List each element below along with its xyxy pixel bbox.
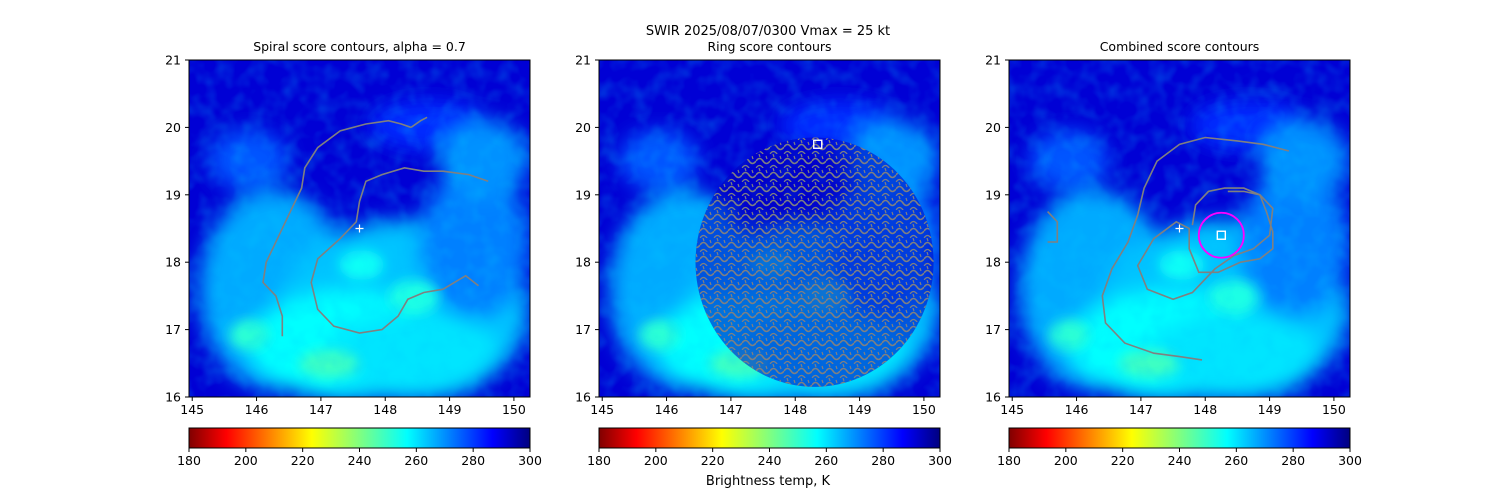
colorbar-tick-label: 240 xyxy=(348,453,372,468)
colorbar-label: Brightness temp, K xyxy=(706,474,831,489)
x-tick-label: 149 xyxy=(848,402,872,417)
contours xyxy=(1047,136,1290,361)
colorbar-tick-label: 280 xyxy=(1281,453,1305,468)
x-tick-label: 147 xyxy=(719,402,743,417)
contour-line xyxy=(410,116,428,129)
panel-2: Ring score contours 145 146 147 148 149 150 16 1… xyxy=(575,39,952,468)
contour-line xyxy=(1101,136,1290,361)
colorbar-tick-label: 300 xyxy=(928,453,952,468)
y-tick-label: 21 xyxy=(165,53,181,68)
colorbar-tick-label: 240 xyxy=(1168,453,1192,468)
figure-title-line1: SWIR 2025/08/07/0300 Vmax = 25 kt xyxy=(646,24,890,39)
y-tick-label: 18 xyxy=(165,255,181,270)
y-tick-label: 20 xyxy=(165,120,181,135)
x-tick-label: 148 xyxy=(373,402,397,417)
center-circle xyxy=(1197,211,1245,259)
panel-title: Combined score contours xyxy=(1100,39,1260,54)
panel-title: Spiral score contours, alpha = 0.7 xyxy=(253,39,466,54)
x-tick-label: 149 xyxy=(438,402,462,417)
colorbar-tick-label: 300 xyxy=(518,453,542,468)
y-tick-label: 17 xyxy=(165,322,181,337)
x-tick-label: 150 xyxy=(1322,402,1346,417)
colorbar-tick-label: 180 xyxy=(997,453,1021,468)
colorbar-tick-label: 220 xyxy=(701,453,725,468)
contour-line xyxy=(262,119,412,337)
x-tick-label: 147 xyxy=(309,402,333,417)
colorbar-tick-label: 260 xyxy=(404,453,428,468)
x-tick-label: 149 xyxy=(1258,402,1282,417)
square-marker xyxy=(813,139,823,149)
colorbar xyxy=(598,427,941,449)
x-tick-label: 145 xyxy=(590,402,614,417)
y-tick-label: 17 xyxy=(985,322,1001,337)
colorbar-tick-label: 220 xyxy=(1111,453,1135,468)
plus-marker xyxy=(355,224,364,233)
plus-marker xyxy=(1175,224,1184,233)
axes-frame xyxy=(598,59,941,398)
colorbar-tick-label: 180 xyxy=(587,453,611,468)
x-tick-label: 146 xyxy=(1065,402,1089,417)
colorbar-tick-label: 200 xyxy=(644,453,668,468)
colorbar xyxy=(1008,427,1351,449)
y-tick-label: 19 xyxy=(985,187,1001,202)
colorbar xyxy=(188,427,531,449)
y-tick-label: 21 xyxy=(985,53,1001,68)
y-tick-label: 18 xyxy=(575,255,591,270)
x-tick-label: 150 xyxy=(502,402,526,417)
colorbar-tick-label: 260 xyxy=(1224,453,1248,468)
colorbar-tick-label: 200 xyxy=(1054,453,1078,468)
y-tick-label: 18 xyxy=(985,255,1001,270)
x-tick-label: 150 xyxy=(912,402,936,417)
square-marker xyxy=(1216,230,1227,240)
y-tick-label: 20 xyxy=(575,120,591,135)
axes-frame xyxy=(1008,59,1351,398)
y-tick-label: 17 xyxy=(575,322,591,337)
colorbar-tick-label: 280 xyxy=(871,453,895,468)
y-tick-label: 16 xyxy=(575,390,591,405)
colorbar-tick-label: 260 xyxy=(814,453,838,468)
colorbar-tick-label: 180 xyxy=(177,453,201,468)
contour-line xyxy=(310,166,489,334)
contour-line xyxy=(1047,211,1059,243)
colorbar-tick-label: 220 xyxy=(291,453,315,468)
ring-score-contours xyxy=(695,137,934,387)
y-tick-label: 16 xyxy=(165,390,181,405)
x-tick-label: 146 xyxy=(655,402,679,417)
contours xyxy=(262,116,489,337)
axes-frame xyxy=(188,59,531,398)
colorbar-tick-label: 240 xyxy=(758,453,782,468)
colorbar-tick-label: 200 xyxy=(234,453,258,468)
x-tick-label: 148 xyxy=(1193,402,1217,417)
colorbar-tick-label: 300 xyxy=(1338,453,1362,468)
y-tick-label: 16 xyxy=(985,390,1001,405)
panel-title: Ring score contours xyxy=(707,39,831,54)
y-tick-label: 19 xyxy=(575,187,591,202)
x-tick-label: 146 xyxy=(245,402,269,417)
panel-3: Combined score contours 145 146 147 148 149 15… xyxy=(985,39,1362,468)
y-tick-label: 21 xyxy=(575,53,591,68)
panels: Spiral score contours, alpha = 0.7 145 146… xyxy=(165,39,1362,468)
contour-line xyxy=(1136,187,1274,301)
panel-1: Spiral score contours, alpha = 0.7 145 146… xyxy=(165,39,542,468)
colorbar-tick-label: 280 xyxy=(461,453,485,468)
x-tick-label: 145 xyxy=(180,402,204,417)
y-tick-label: 19 xyxy=(165,187,181,202)
x-tick-label: 148 xyxy=(783,402,807,417)
x-tick-label: 147 xyxy=(1129,402,1153,417)
y-tick-label: 20 xyxy=(985,120,1001,135)
x-tick-label: 145 xyxy=(1000,402,1024,417)
